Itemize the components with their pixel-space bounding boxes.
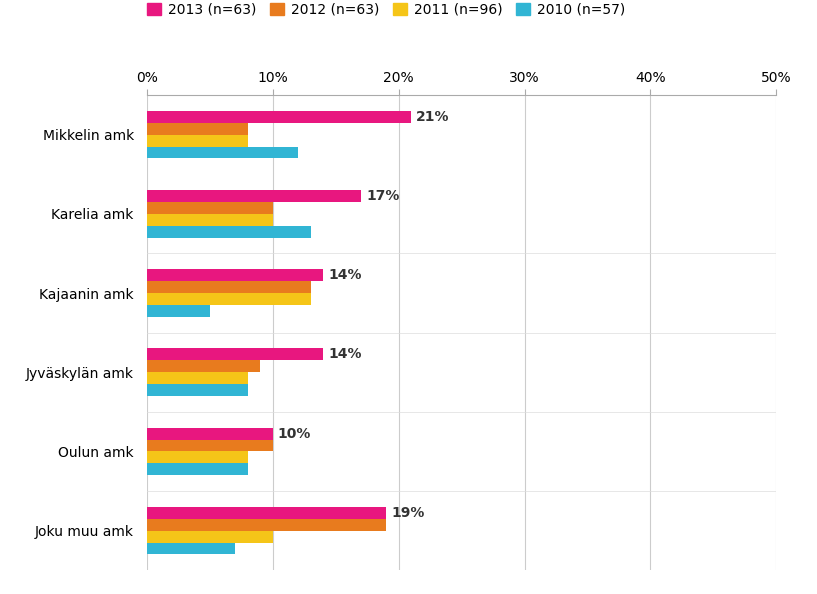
Bar <box>147 530 273 542</box>
Bar <box>147 190 361 202</box>
Bar <box>147 542 235 554</box>
Bar <box>147 123 248 135</box>
Bar <box>147 519 386 530</box>
Bar <box>147 202 273 214</box>
Bar <box>147 111 411 123</box>
Bar <box>147 214 273 226</box>
Bar <box>147 440 273 451</box>
Text: 14%: 14% <box>328 347 362 361</box>
Bar <box>147 361 261 372</box>
Bar <box>147 269 324 281</box>
Bar <box>147 451 248 463</box>
Bar <box>147 281 310 293</box>
Bar <box>147 305 210 317</box>
Bar <box>147 428 273 440</box>
Bar <box>147 226 310 238</box>
Bar <box>147 293 310 305</box>
Text: 14%: 14% <box>328 268 362 282</box>
Bar <box>147 147 298 159</box>
Bar <box>147 384 248 396</box>
Bar <box>147 372 248 384</box>
Bar <box>147 349 324 361</box>
Text: 17%: 17% <box>366 189 400 203</box>
Legend: 2013 (n=63), 2012 (n=63), 2011 (n=96), 2010 (n=57): 2013 (n=63), 2012 (n=63), 2011 (n=96), 2… <box>141 0 631 23</box>
Text: 21%: 21% <box>417 110 450 124</box>
Bar <box>147 463 248 475</box>
Text: 10%: 10% <box>278 426 311 441</box>
Bar <box>147 135 248 147</box>
Bar <box>147 507 386 519</box>
Text: 19%: 19% <box>391 506 425 520</box>
